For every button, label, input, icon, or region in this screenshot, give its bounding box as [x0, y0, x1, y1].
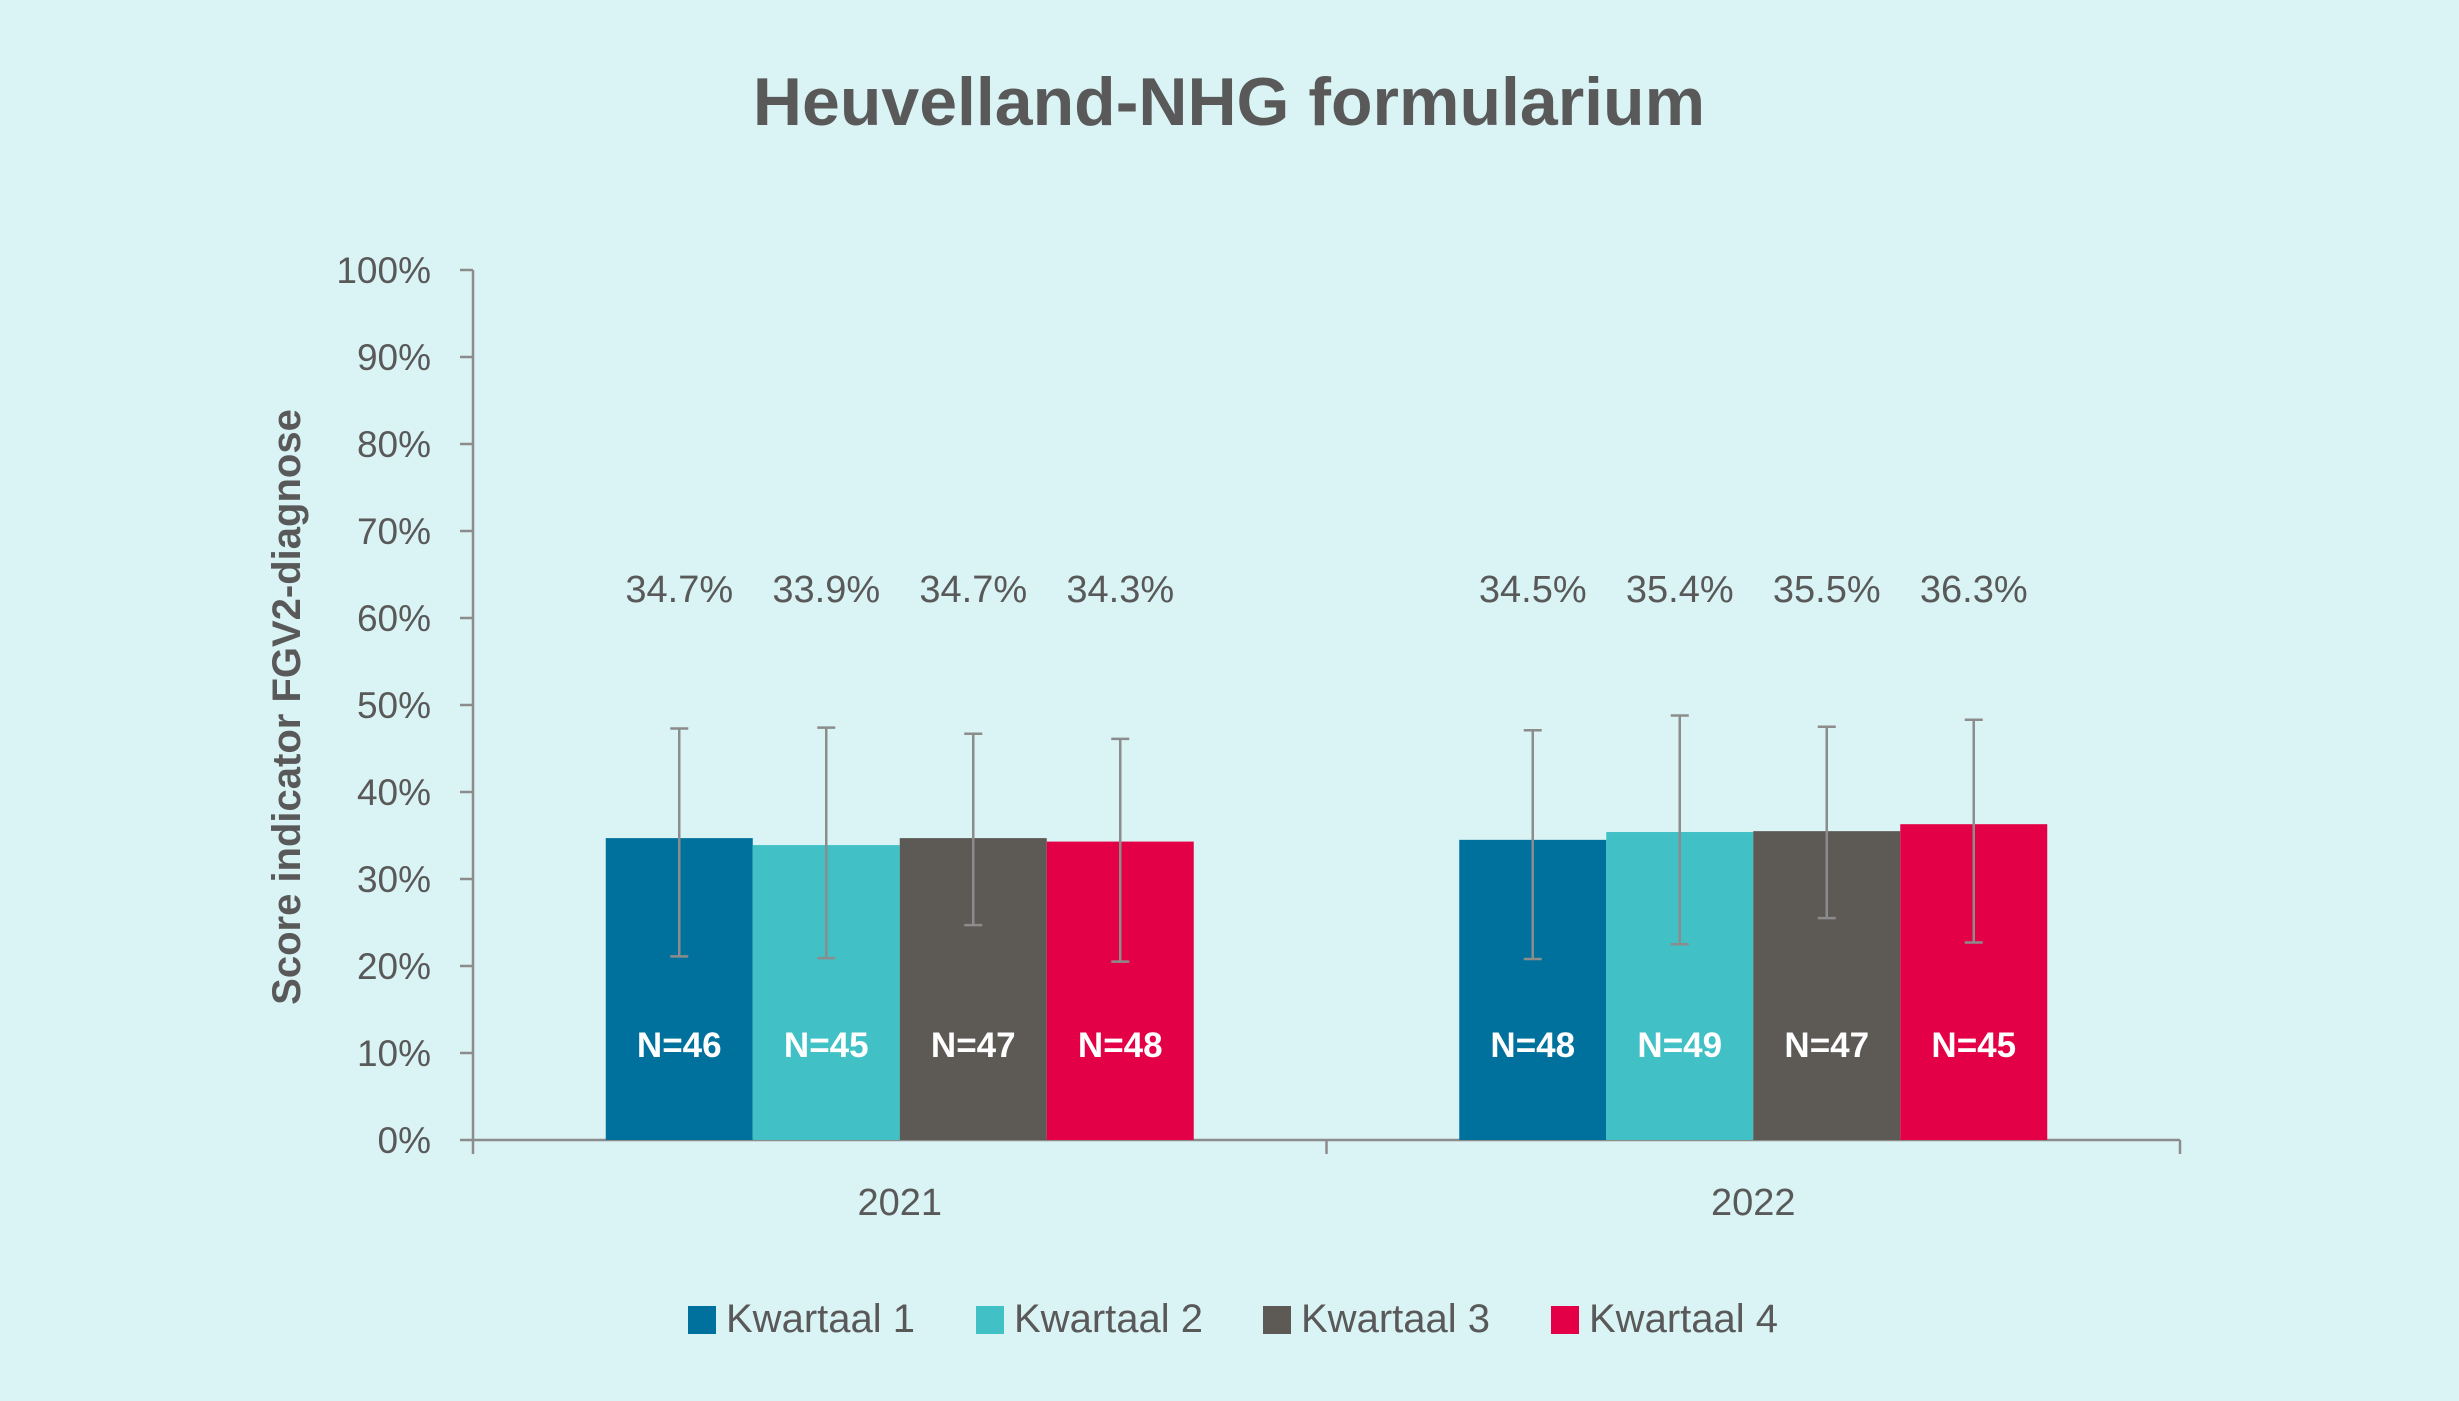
y-tick-label: 90%	[357, 337, 431, 378]
legend-swatch	[1263, 1306, 1291, 1334]
chart-title: Heuvelland-NHG formularium	[753, 64, 1705, 140]
n-label: N=48	[1490, 1026, 1575, 1065]
data-label: 34.7%	[919, 569, 1027, 611]
n-label: N=47	[931, 1026, 1016, 1065]
x-category-label: 2022	[1711, 1182, 1796, 1224]
x-category-label: 2021	[857, 1182, 942, 1224]
legend-swatch	[688, 1306, 716, 1334]
legend-label: Kwartaal 3	[1301, 1297, 1490, 1341]
legend-swatch	[1551, 1306, 1579, 1334]
data-label: 36.3%	[1920, 569, 2028, 611]
y-tick-label: 0%	[378, 1120, 431, 1161]
data-label: 34.3%	[1066, 569, 1174, 611]
legend-swatch	[976, 1306, 1004, 1334]
legend-label: Kwartaal 2	[1014, 1297, 1203, 1341]
bars: 34.7% N=46 33.9% N=45 34.7% N=47 34.3% N=48 34.5…	[605, 569, 2048, 1140]
legend: Kwartaal 1 Kwartaal 2 Kwartaal 3 Kwartaal 4	[688, 1297, 1778, 1341]
y-axis-label: Score indicator FGV2-diagnose	[265, 409, 309, 1005]
data-label: 33.9%	[772, 569, 880, 611]
data-label: 35.4%	[1626, 569, 1734, 611]
y-tick-label: 50%	[357, 685, 431, 726]
y-tick-label: 60%	[357, 598, 431, 639]
legend-label: Kwartaal 1	[726, 1297, 915, 1341]
data-label: 34.5%	[1479, 569, 1587, 611]
y-tick-label: 80%	[357, 424, 431, 465]
n-label: N=46	[637, 1026, 722, 1065]
y-tick-label: 30%	[357, 859, 431, 900]
y-tick-label: 10%	[357, 1033, 431, 1074]
y-tick-label: 20%	[357, 946, 431, 987]
n-label: N=45	[784, 1026, 869, 1065]
data-label: 34.7%	[625, 569, 733, 611]
data-label: 35.5%	[1773, 569, 1881, 611]
n-label: N=47	[1784, 1026, 1869, 1065]
y-tick-label: 70%	[357, 511, 431, 552]
legend-label: Kwartaal 4	[1589, 1297, 1778, 1341]
n-label: N=48	[1078, 1026, 1163, 1065]
y-tick-label: 100%	[336, 250, 431, 291]
n-label: N=45	[1931, 1026, 2016, 1065]
n-label: N=49	[1637, 1026, 1722, 1065]
y-tick-label: 40%	[357, 772, 431, 813]
